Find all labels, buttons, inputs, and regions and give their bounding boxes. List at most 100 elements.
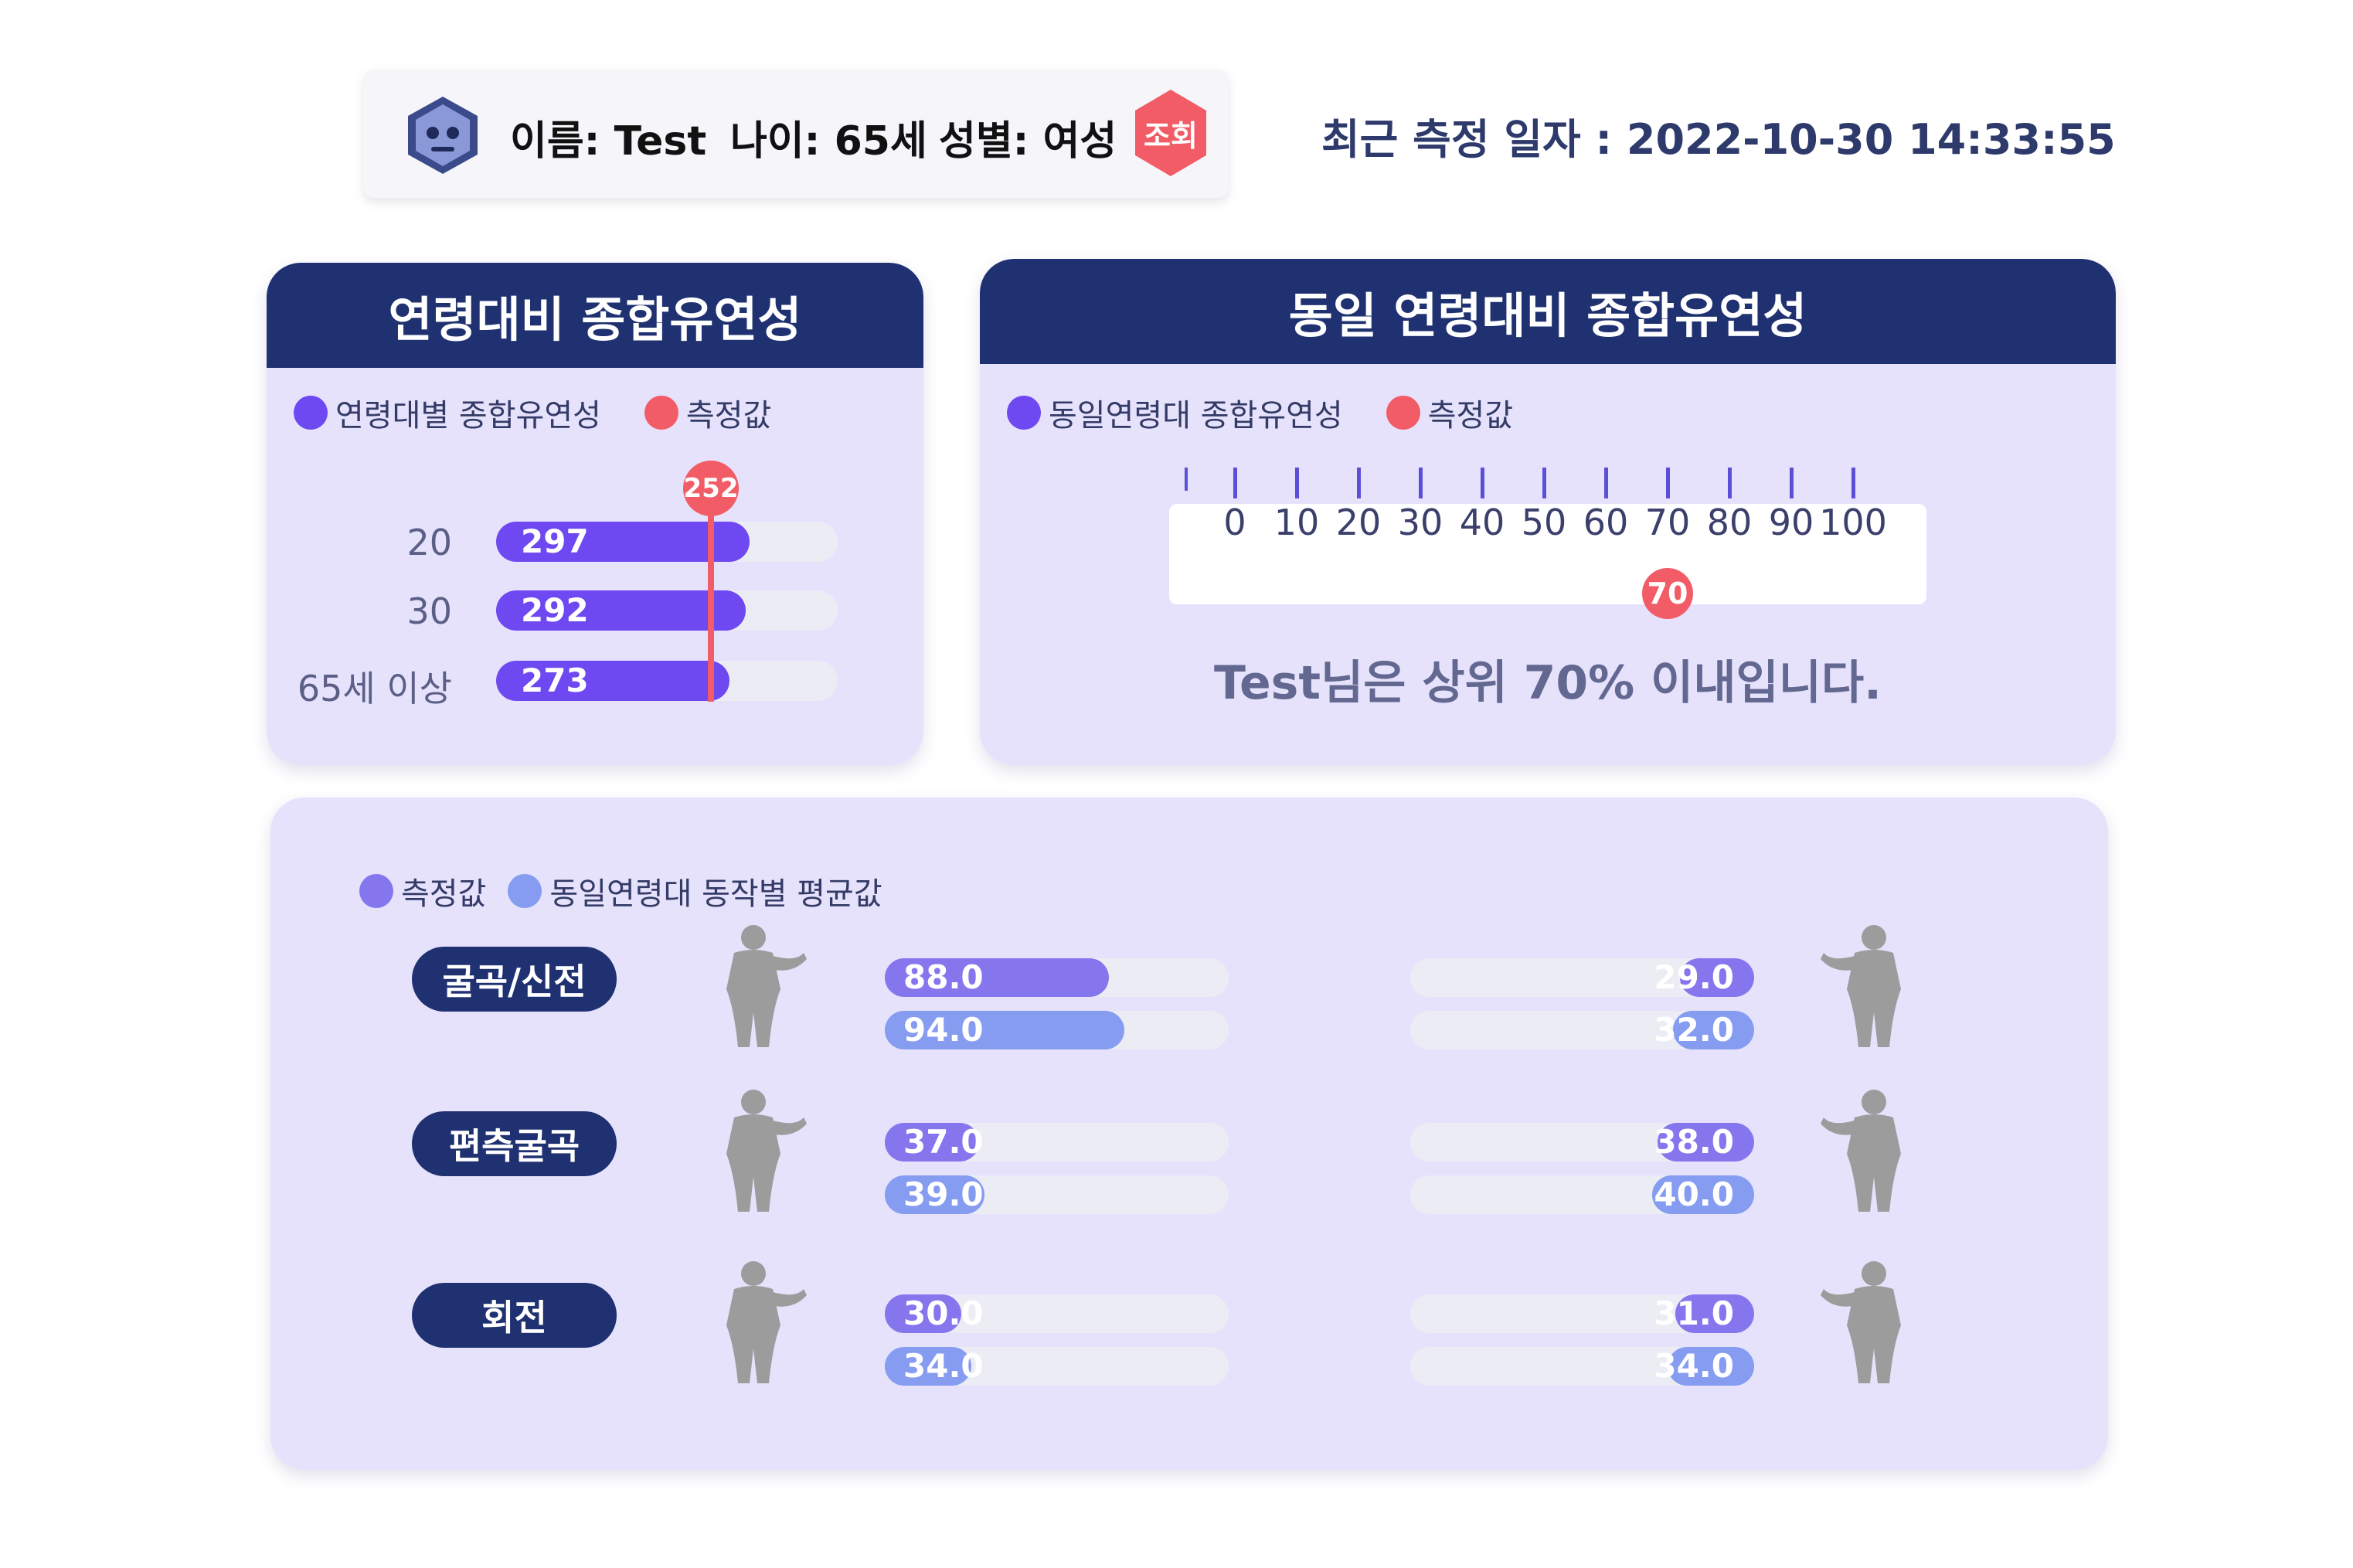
measure-line	[708, 495, 714, 702]
motion-category-pill: 편측굴곡	[412, 1111, 617, 1176]
lookup-button[interactable]: 조회	[1132, 88, 1209, 178]
age-bar-fill	[496, 661, 729, 701]
measure-date: 최근 측정 일자 : 2022-10-30 14:33:55	[1321, 115, 2116, 164]
motion-bar-track: 40.0	[1410, 1175, 1754, 1214]
patient-gender: 성별: 여성	[939, 118, 1117, 165]
measure-dot-icon	[359, 874, 393, 908]
scale-tick	[1481, 468, 1484, 498]
lookup-label: 조회	[1144, 118, 1198, 153]
motion-category-pill: 회전	[412, 1283, 617, 1348]
axis-start-mark	[1185, 468, 1188, 491]
age-comparison-panel: 연령대비 종합유연성 연령대별 종합유연성 측정값 20 297 30 292 …	[267, 263, 923, 765]
motion-bar-track: 37.0	[885, 1123, 1229, 1162]
scale-tick-label: 30	[1397, 502, 1443, 543]
scale-tick-label: 100	[1819, 502, 1887, 543]
average-dot-icon	[508, 874, 542, 908]
scale-tick	[1604, 468, 1608, 498]
series-dot-icon	[294, 396, 328, 430]
patient-name: 이름: Test	[510, 118, 707, 165]
body-figure-icon	[726, 925, 807, 1047]
scale-box	[1169, 504, 1926, 604]
body-figure-icon	[1821, 1261, 1901, 1383]
motion-bar-value: 32.0	[1654, 1011, 1734, 1049]
age-bar-fill	[496, 590, 746, 631]
age-row-label: 20	[406, 522, 452, 563]
motion-bar-value: 94.0	[903, 1011, 984, 1049]
age-bar-track: 297	[496, 522, 838, 562]
motion-bar-fill	[885, 1011, 1124, 1049]
motion-bar-fill	[1658, 1123, 1754, 1162]
scale-tick	[1295, 468, 1299, 498]
motion-bar-fill	[885, 1175, 984, 1214]
motion-bar-fill	[885, 958, 1109, 997]
rank-marker: 70	[1642, 568, 1693, 619]
motion-bar-fill	[1680, 958, 1754, 997]
scale-tick	[1542, 468, 1546, 498]
motion-bar-fill	[1675, 1294, 1754, 1333]
motion-bar-track: 88.0	[885, 958, 1229, 997]
motion-bar-fill	[1673, 1011, 1754, 1049]
age-bar-fill	[496, 522, 750, 562]
motion-bar-fill	[885, 1123, 979, 1162]
age-bar-track: 292	[496, 590, 838, 631]
motion-legend: 측정값 동일연령대 동작별 평균값	[359, 869, 882, 913]
scale-tick	[1233, 468, 1237, 498]
motion-bar-track: 30.0	[885, 1294, 1229, 1333]
motion-bar-value: 30.0	[903, 1294, 984, 1332]
body-figure-icon	[1821, 925, 1901, 1047]
patient-age: 나이: 65세	[730, 118, 927, 165]
motion-bar-fill	[885, 1347, 971, 1386]
scale-tick	[1357, 468, 1361, 498]
same-panel-title: 동일 연령대비 종합유연성	[980, 259, 2116, 364]
motion-bar-track: 39.0	[885, 1175, 1229, 1214]
age-row-label: 65세 이상	[297, 668, 452, 709]
user-info-card: 이름: Test 나이: 65세 성별: 여성 조회	[363, 70, 1229, 198]
motion-panel: 측정값 동일연령대 동작별 평균값 굴곡/신전 88.0 94.0 29.0 32.0 편…	[270, 798, 2108, 1470]
motion-bar-value: 39.0	[903, 1175, 984, 1213]
motion-rows: 굴곡/신전 88.0 94.0 29.0 32.0 편측굴곡 37.0 39.0 38.0 40.…	[270, 798, 2108, 1470]
scale-tick-label: 70	[1644, 502, 1691, 543]
age-legend-series: 연령대별 종합유연성	[335, 398, 601, 434]
scale-tick-label: 10	[1273, 502, 1320, 543]
age-bar-track: 273	[496, 661, 838, 701]
body-figure-icon	[726, 1261, 807, 1383]
hexagon-lookup-icon	[1135, 90, 1206, 176]
motion-bar-track: 32.0	[1410, 1011, 1754, 1049]
motion-bar-value: 31.0	[1654, 1294, 1734, 1332]
motion-bar-fill	[1652, 1175, 1754, 1214]
scale-tick	[1666, 468, 1670, 498]
motion-bar-track: 29.0	[1410, 958, 1754, 997]
age-row-label: 30	[406, 590, 452, 632]
body-figure-icon	[726, 1090, 807, 1212]
rank-text: Test님은 상위 70% 이내입니다.	[1214, 656, 1882, 710]
motion-bar-track: 34.0	[885, 1347, 1229, 1386]
motion-bar-track: 94.0	[885, 1011, 1229, 1049]
same-legend-measure: 측정값	[1427, 398, 1514, 434]
motion-bar-fill	[885, 1294, 961, 1333]
scale-tick	[1851, 468, 1855, 498]
age-panel-title: 연령대비 종합유연성	[267, 263, 923, 368]
scale-tick-label: 20	[1335, 502, 1382, 543]
scale-tick-label: 80	[1706, 502, 1753, 543]
measure-dot-icon	[1386, 396, 1420, 430]
age-legend-measure: 측정값	[685, 398, 772, 434]
age-legend: 연령대별 종합유연성 측정값	[294, 390, 771, 435]
same-legend-series: 동일연령대 종합유연성	[1049, 398, 1343, 434]
robot-avatar-icon	[408, 97, 478, 174]
motion-bar-value: 34.0	[1654, 1347, 1734, 1385]
body-figure-icon	[1821, 1090, 1901, 1212]
scale-tick-label: 40	[1459, 502, 1505, 543]
motion-bar-fill	[1668, 1347, 1754, 1386]
motion-legend-measure: 측정값	[401, 876, 487, 912]
motion-bar-value: 38.0	[1654, 1123, 1734, 1161]
age-bar-value: 273	[521, 662, 589, 699]
motion-legend-average: 동일연령대 동작별 평균값	[549, 876, 882, 912]
age-bar-value: 292	[521, 591, 589, 629]
motion-bar-value: 40.0	[1654, 1175, 1734, 1213]
series-dot-icon	[1007, 396, 1041, 430]
measure-badge: 252	[683, 461, 739, 516]
motion-bar-value: 34.0	[903, 1347, 984, 1385]
same-age-panel: 동일 연령대비 종합유연성 동일연령대 종합유연성 측정값 0 10 20 30 40 5…	[980, 259, 2116, 765]
measure-dot-icon	[644, 396, 678, 430]
scale-tick	[1728, 468, 1732, 498]
